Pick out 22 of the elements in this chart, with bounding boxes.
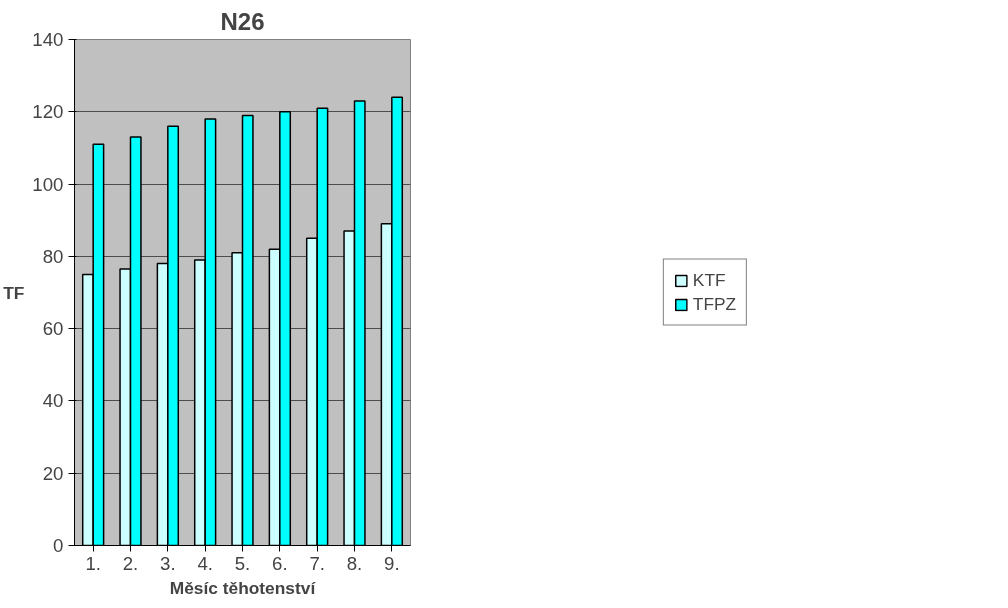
y-tick-label: 140	[32, 29, 64, 50]
y-axis-title: TF	[3, 282, 25, 303]
y-tick-label: 120	[32, 101, 64, 123]
x-tick-label: 6.	[272, 552, 288, 574]
x-tick-label: 1.	[85, 552, 101, 574]
x-tick-label: 5.	[234, 552, 251, 574]
y-tick-label: 20	[42, 462, 64, 484]
x-axis-title: Měsíc těhotenství	[169, 577, 317, 598]
x-tick-label: 7.	[309, 552, 325, 574]
x-tick-label: 8.	[346, 552, 363, 574]
x-tick-label: 2.	[122, 552, 139, 574]
y-tick-label: 40	[42, 390, 64, 412]
y-tick-label: 100	[32, 173, 64, 195]
chart-title: N26	[220, 7, 265, 35]
x-tick-label: 4.	[197, 552, 213, 574]
x-tick-label: 9.	[384, 552, 400, 574]
legend-label: KTF	[692, 269, 726, 291]
x-tick-label: 3.	[160, 552, 176, 574]
y-tick-label: 0	[53, 535, 64, 556]
y-tick-label: 80	[42, 245, 64, 267]
legend-label: TFPZ	[692, 293, 737, 315]
y-tick-label: 60	[42, 318, 64, 340]
